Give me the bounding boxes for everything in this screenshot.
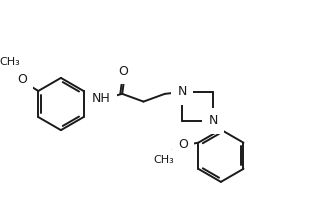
- Text: N: N: [208, 115, 218, 127]
- Text: N: N: [178, 85, 187, 98]
- Text: CH₃: CH₃: [153, 155, 174, 165]
- Text: NH: NH: [92, 92, 110, 105]
- Text: O: O: [17, 73, 27, 86]
- Text: O: O: [178, 138, 188, 151]
- Text: CH₃: CH₃: [0, 57, 20, 67]
- Text: O: O: [118, 65, 128, 78]
